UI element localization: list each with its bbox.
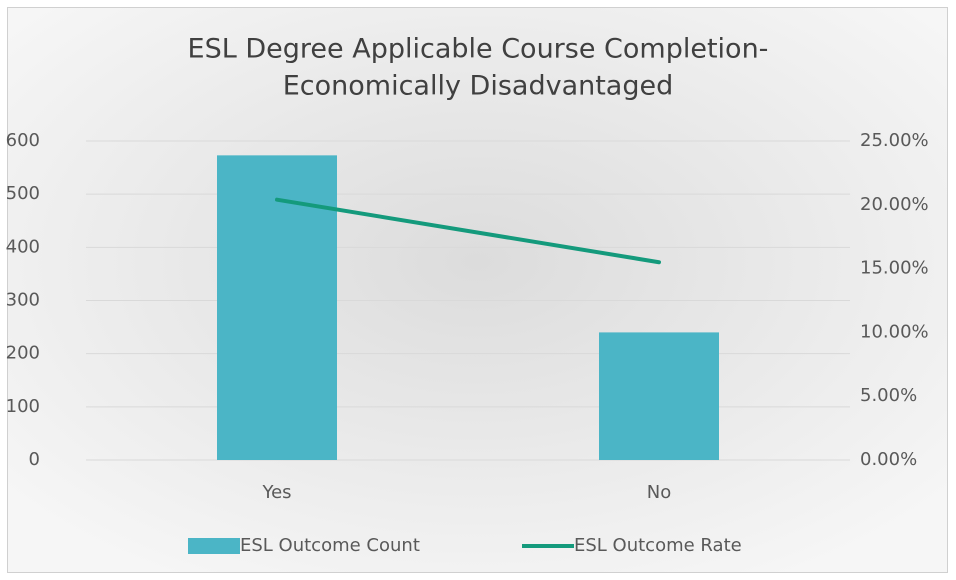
chart-background xyxy=(7,7,948,573)
y2-tick-label: 15.00% xyxy=(860,258,929,279)
y2-tick-label: 25.00% xyxy=(860,130,929,151)
y2-tick-label: 20.00% xyxy=(860,194,929,215)
line xyxy=(275,197,661,265)
y-tick-label: 100 xyxy=(6,396,40,417)
y-tick-label: 400 xyxy=(6,236,40,257)
x-tick-label: No xyxy=(647,482,671,503)
legend-swatch xyxy=(188,538,240,554)
x-tick-label: Yes xyxy=(261,482,291,503)
y-tick-label: 600 xyxy=(6,130,40,151)
chart-title: ESL Degree Applicable Course Completion- xyxy=(188,34,769,65)
legend-label: ESL Outcome Rate xyxy=(574,535,742,556)
y-tick-label: 0 xyxy=(29,449,40,470)
y2-tick-label: 0.00% xyxy=(860,449,917,470)
y2-tick-label: 10.00% xyxy=(860,321,929,342)
bar xyxy=(599,332,719,460)
y-tick-label: 200 xyxy=(6,343,40,364)
legend-label: ESL Outcome Count xyxy=(240,535,420,556)
chart-title: Economically Disadvantaged xyxy=(283,71,674,102)
y2-tick-label: 5.00% xyxy=(860,385,917,406)
y-tick-label: 500 xyxy=(6,183,40,204)
y-tick-label: 300 xyxy=(6,290,40,311)
